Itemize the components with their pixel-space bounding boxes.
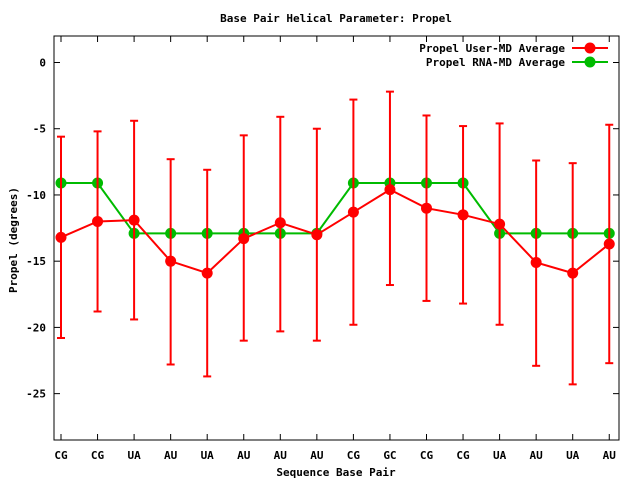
data-point — [494, 218, 506, 230]
x-tick-label: AU — [603, 449, 617, 462]
x-tick-label: UA — [127, 449, 141, 462]
legend-marker — [584, 56, 596, 68]
y-axis-label: Propel (degrees) — [7, 187, 20, 293]
data-point — [384, 184, 396, 196]
x-tick-label: CG — [420, 449, 434, 462]
series-line — [60, 188, 610, 275]
x-tick-label: CG — [91, 449, 105, 462]
series-line — [61, 182, 610, 235]
y-tick-label: -20 — [26, 321, 46, 334]
y-tick-label: -25 — [26, 388, 46, 401]
legend-label: Propel RNA-MD Average — [426, 56, 565, 69]
data-marks-group — [55, 90, 615, 386]
x-tick-label: CG — [347, 449, 361, 462]
y-tick-label: 0 — [39, 56, 46, 69]
chart-title: Base Pair Helical Parameter: Propel — [220, 12, 452, 25]
axes-group: 0 -5 -10 -15 -20 -25 CG CG UA AU UA AU AU AU CG GC CG CG U… — [26, 36, 619, 462]
y-tick-label: -5 — [33, 123, 46, 136]
data-point — [92, 215, 104, 227]
x-tick-label: AU — [164, 449, 178, 462]
data-point — [128, 214, 140, 226]
plot-area-frame — [53, 35, 620, 441]
data-point — [274, 217, 286, 229]
legend-label: Propel User-MD Average — [419, 42, 565, 55]
data-point — [603, 238, 615, 250]
data-point — [567, 267, 579, 279]
data-point — [530, 257, 542, 269]
x-tick-label: AU — [237, 449, 251, 462]
series-user-md — [55, 90, 615, 386]
y-tick-label: -15 — [26, 255, 46, 268]
x-tick-label: AU — [530, 449, 544, 462]
data-point — [311, 229, 323, 241]
x-tick-label: UA — [201, 449, 215, 462]
legend-marker — [584, 42, 596, 54]
x-axis-label: Sequence Base Pair — [276, 466, 396, 479]
data-point — [347, 206, 359, 218]
series-rna-md — [55, 177, 615, 239]
x-tick-label: UA — [493, 449, 507, 462]
data-point — [457, 209, 469, 221]
x-tick-label: GC — [383, 449, 396, 462]
data-point — [55, 231, 67, 243]
data-point — [421, 202, 432, 214]
data-point — [201, 267, 213, 279]
x-tick-label: AU — [274, 449, 288, 462]
y-tick-label: -10 — [26, 189, 46, 202]
x-tick-label: UA — [566, 449, 580, 462]
data-point — [238, 233, 250, 245]
x-tick-label: CG — [54, 449, 68, 462]
x-tick-label: AU — [310, 449, 324, 462]
x-tick-label: CG — [456, 449, 470, 462]
data-point — [165, 255, 177, 267]
